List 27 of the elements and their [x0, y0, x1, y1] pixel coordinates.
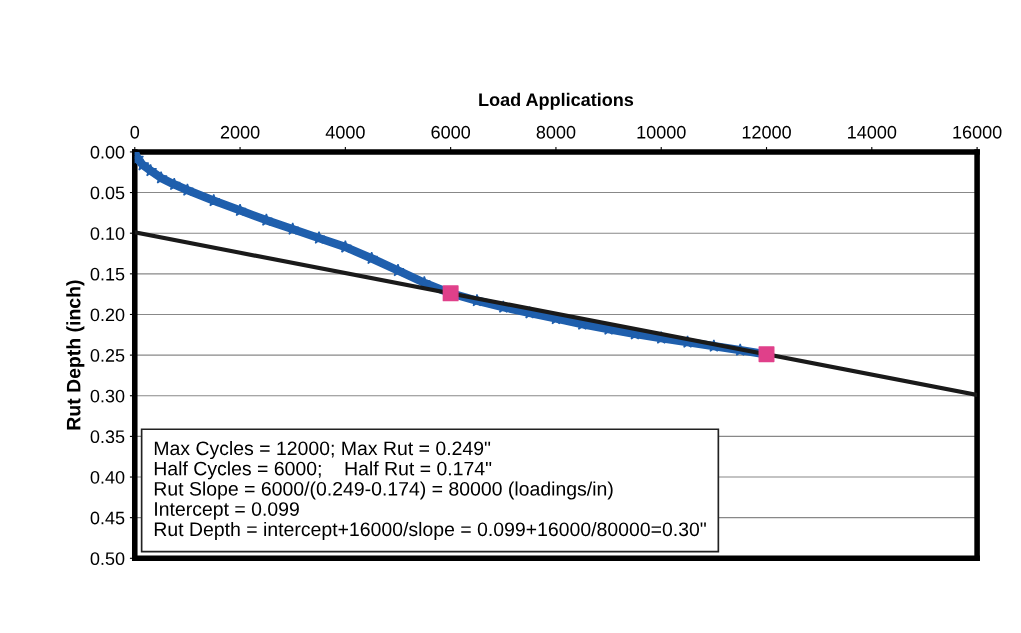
x-tick-label: 4000	[325, 125, 365, 139]
annotation: Rut Slope = 6000/(0.249-0.174) = 80000 (loadings/in)	[154, 481, 613, 500]
annotation: Intercept = 0.099	[155, 502, 299, 520]
annotation: Max Cycles = 12000; Max Rut = 0.249"	[154, 440, 491, 460]
y-tick-label: 0.45	[90, 511, 125, 525]
y-axis-title: Rut Depth (inch)	[66, 280, 85, 430]
x-tick-label: 0	[130, 125, 140, 139]
x-tick-label: 14000	[848, 125, 897, 139]
x-tick-label: 10000	[637, 125, 686, 139]
y-tick-label: 0.25	[90, 349, 125, 362]
x-axis-title: Load Applications	[479, 92, 634, 110]
y-tick-label: 0.30	[90, 389, 125, 403]
y-tick-label: 0.00	[90, 145, 125, 159]
x-tick-label: 2000	[220, 125, 260, 139]
y-tick-label: 0.20	[90, 308, 125, 322]
x-tick-label: 12000	[742, 125, 791, 139]
annotation: Rut Depth = intercept+16000/slope = 0.099+16000/80000=0.30"	[154, 521, 706, 541]
y-tick-label: 0.50	[90, 552, 125, 566]
x-tick-label: 16000	[953, 125, 1002, 139]
y-tick-label: 0.15	[90, 267, 125, 281]
y-tick-label: 0.40	[90, 470, 125, 484]
y-tick-label: 0.10	[90, 227, 125, 240]
y-tick-label: 0.35	[90, 430, 125, 444]
annotation: Half Cycles = 6000; Half Rut = 0.174"	[154, 461, 492, 480]
x-tick-label: 8000	[536, 125, 576, 139]
x-tick-label: 6000	[431, 125, 471, 139]
y-tick-label: 0.05	[90, 186, 125, 200]
